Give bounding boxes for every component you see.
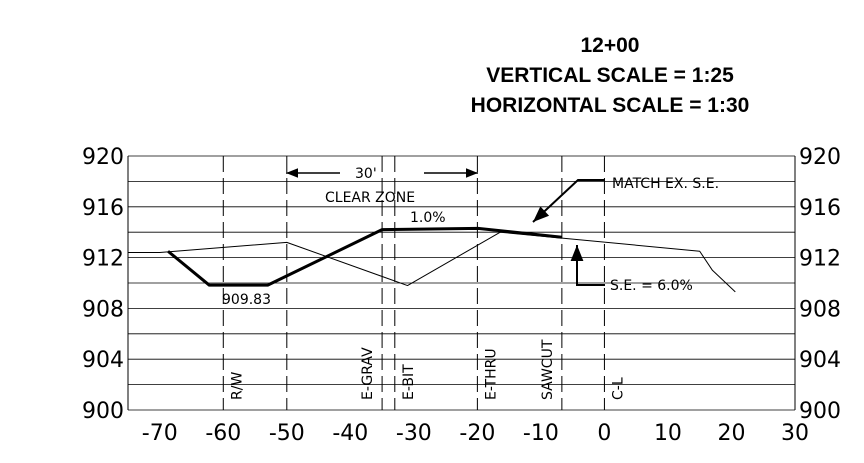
title-line: 12+00	[581, 34, 640, 57]
match-label: MATCH EX. S.E.	[612, 176, 719, 192]
title-line: HORIZONTAL SCALE = 1:30	[471, 94, 750, 117]
station-label: SAWCUT	[540, 339, 556, 400]
station-label: R/W	[229, 372, 245, 400]
slope-label: 1.0%	[410, 210, 446, 226]
x-tick-label: 20	[717, 421, 745, 446]
y-tick-label: 912	[82, 247, 124, 272]
profile-line	[128, 231, 736, 293]
y-tick-label: 916	[82, 196, 124, 221]
y-tick-label: 908	[82, 297, 124, 322]
y-tick-label: 900	[82, 399, 124, 424]
x-tick-label: -30	[396, 421, 432, 446]
station-label: E-BIT	[401, 364, 417, 400]
x-tick-label: -70	[142, 421, 178, 446]
y2-tick-label: 900	[799, 399, 841, 424]
y2-tick-label: 920	[799, 145, 841, 170]
x-tick-label: -10	[523, 421, 559, 446]
se-label: S.E. = 6.0%	[610, 278, 693, 294]
profile-line	[167, 226, 563, 287]
x-tick-label: -20	[459, 421, 495, 446]
y2-tick-label: 916	[799, 196, 841, 221]
x-tick-label: 0	[597, 421, 611, 446]
x-tick-label: -40	[332, 421, 368, 446]
match-leader	[532, 179, 605, 223]
y2-tick-label: 904	[799, 348, 841, 373]
x-tick-label: 10	[654, 421, 682, 446]
y-tick-label: 920	[82, 145, 124, 170]
title-line: VERTICAL SCALE = 1:25	[486, 64, 734, 87]
clear-zone-width: 30'	[355, 166, 377, 182]
y2-tick-label: 908	[799, 297, 841, 322]
x-tick-label: -50	[269, 421, 305, 446]
x-tick-label: 30	[781, 421, 809, 446]
y2-tick-label: 912	[799, 247, 841, 272]
clear-zone-label: CLEAR ZONE	[325, 190, 415, 206]
station-label: C-L	[610, 377, 626, 400]
station-label: E-GRAV	[360, 347, 376, 400]
low-point-label: 909.83	[222, 292, 271, 308]
y-tick-label: 904	[82, 348, 124, 373]
x-tick-label: -60	[205, 421, 241, 446]
se-leader	[570, 245, 605, 286]
station-label: E-THRU	[483, 348, 499, 400]
